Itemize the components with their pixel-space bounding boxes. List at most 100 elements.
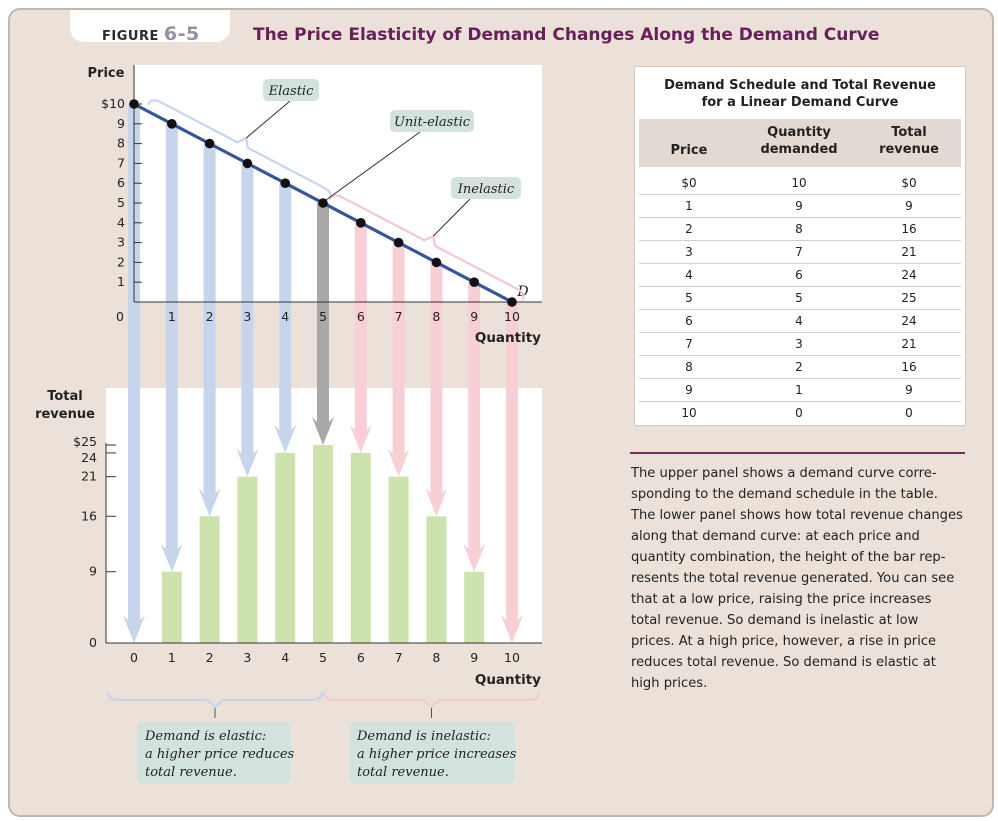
table-cell-price: 3 bbox=[685, 245, 693, 259]
demand-point-1 bbox=[167, 119, 177, 129]
revenue-bar-5 bbox=[313, 445, 333, 643]
revenue-arrowhead-8 bbox=[425, 488, 448, 517]
caption-line: high prices. bbox=[631, 676, 708, 691]
table-title: Demand Schedule and Total Revenue for a … bbox=[635, 77, 965, 111]
revenue-arrowhead-1 bbox=[160, 543, 183, 572]
upper-y-axis-title: Price bbox=[88, 66, 125, 81]
upper-x-tick-label: 6 bbox=[357, 309, 365, 324]
demand-point-3 bbox=[242, 158, 253, 169]
caption-line: The upper panel shows a demand curve cor… bbox=[631, 466, 937, 481]
revenue-arrowhead-4 bbox=[274, 424, 297, 453]
header-quantity-line: Quantity bbox=[767, 125, 831, 140]
inelastic-bracket bbox=[328, 194, 525, 302]
table-cell-quantity: 2 bbox=[795, 360, 803, 374]
table-cell-quantity: 5 bbox=[795, 291, 803, 305]
lower-y-axis-title-line: Total bbox=[47, 389, 83, 404]
caption-line: total revenue. So demand is inelastic at… bbox=[631, 613, 919, 628]
upper-y-tick-label: 2 bbox=[117, 254, 125, 269]
inelastic-note-line: Demand is inelastic: bbox=[356, 729, 491, 744]
upper-y-tick-label: 7 bbox=[117, 155, 125, 170]
caption: The upper panel shows a demand curve cor… bbox=[631, 463, 971, 694]
table-cell-price: 7 bbox=[685, 337, 693, 351]
unit-elastic-callout-text: Unit-elastic bbox=[394, 115, 471, 130]
table-header: Price Quantity demanded Total revenue bbox=[639, 119, 961, 167]
lower-x-tick-label: 3 bbox=[243, 650, 251, 665]
lower-x-tick-label: 1 bbox=[168, 650, 176, 665]
table-row: 2 8 16 bbox=[639, 218, 961, 241]
figure-label: FIGURE 6-5 bbox=[102, 23, 200, 45]
revenue-arrowhead-10 bbox=[501, 615, 523, 643]
lower-x-tick-label: 0 bbox=[130, 650, 138, 665]
revenue-bar-1 bbox=[161, 571, 182, 643]
table-title-line: Demand Schedule and Total Revenue bbox=[664, 78, 936, 93]
elastic-note-line: Demand is elastic: bbox=[144, 729, 266, 744]
lower-y-tick-label: 9 bbox=[89, 564, 97, 579]
table-cell-revenue: 21 bbox=[901, 245, 917, 259]
table-cell-price: 9 bbox=[685, 383, 693, 397]
upper-x-tick-label: 2 bbox=[206, 309, 214, 324]
header-price: Price bbox=[670, 143, 708, 158]
table-cell-price: 6 bbox=[685, 314, 693, 328]
table-row: $0 10 $0 bbox=[639, 172, 961, 195]
revenue-bar-3 bbox=[237, 476, 258, 643]
lower-x-tick-label: 9 bbox=[470, 650, 478, 665]
lower-x-tick-label: 5 bbox=[319, 650, 327, 665]
upper-y-tick-label: 6 bbox=[117, 175, 125, 190]
lower-y-axis-title-line: revenue bbox=[35, 407, 95, 422]
revenue-arrowhead-7 bbox=[387, 448, 410, 477]
table-cell-quantity: 0 bbox=[795, 406, 803, 420]
demand-point-5 bbox=[318, 198, 328, 208]
table-cell-price: 2 bbox=[685, 222, 693, 236]
figure-title: The Price Elasticity of Demand Changes A… bbox=[253, 25, 880, 45]
table-cell-price: 1 bbox=[685, 199, 693, 213]
revenue-arrowhead-2 bbox=[198, 488, 221, 517]
upper-x-tick-label: 7 bbox=[395, 309, 403, 324]
table-cell-revenue: 25 bbox=[901, 291, 917, 305]
inelastic-note-line: total revenue. bbox=[357, 765, 449, 780]
upper-x-tick-label: 0 bbox=[116, 309, 124, 324]
table-cell-quantity: 9 bbox=[795, 199, 803, 213]
lower-x-tick-label: 8 bbox=[432, 650, 440, 665]
table-cell-quantity: 3 bbox=[795, 337, 803, 351]
table-cell-quantity: 10 bbox=[791, 176, 807, 190]
table-cell-quantity: 7 bbox=[795, 245, 803, 259]
demand-point-4 bbox=[280, 178, 291, 188]
lower-x-tick-label: 2 bbox=[206, 650, 214, 665]
lower-y-tick-label: 24 bbox=[81, 450, 97, 465]
demand-point-6 bbox=[356, 218, 366, 228]
table-cell-revenue: 16 bbox=[901, 222, 917, 236]
upper-x-tick-label: 5 bbox=[319, 309, 327, 324]
table-cell-price: 5 bbox=[685, 291, 693, 305]
inelastic-callout-leader bbox=[433, 198, 471, 237]
caption-line: sponding to the demand schedule in the t… bbox=[631, 487, 938, 502]
table-row: 8 2 16 bbox=[639, 356, 961, 379]
demand-point-7 bbox=[393, 237, 404, 248]
upper-y-tick-label: 4 bbox=[117, 215, 125, 230]
caption-line: along that demand curve: at each price a… bbox=[631, 529, 920, 544]
upper-x-tick-label: 10 bbox=[504, 309, 520, 324]
lower-x-tick-label: 4 bbox=[281, 650, 289, 665]
revenue-arrowhead-0 bbox=[123, 615, 145, 643]
lower-y-tick-label: $25 bbox=[73, 434, 97, 449]
table-cell-price: $0 bbox=[681, 176, 697, 190]
figure-label-text: FIGURE bbox=[102, 29, 159, 44]
table-cell-revenue: 24 bbox=[901, 314, 917, 328]
caption-line: The lower panel shows how total revenue … bbox=[631, 508, 963, 523]
table-cell-quantity: 1 bbox=[795, 383, 803, 397]
revenue-arrowhead-6 bbox=[349, 424, 372, 453]
table-cell-quantity: 8 bbox=[795, 222, 803, 236]
revenue-bar-4 bbox=[275, 452, 296, 643]
upper-x-tick-label: 1 bbox=[168, 309, 176, 324]
upper-x-tick-label: 9 bbox=[470, 309, 478, 324]
inelastic-callout-text: Inelastic bbox=[457, 182, 515, 197]
table-body: $0 10 $0 1 9 9 2 8 16 3 7 21 4 6 24 5 5 25 6 4 24 7 3 21 8 2 16 9 1 9… bbox=[639, 172, 961, 424]
revenue-arrowhead-3 bbox=[236, 448, 259, 477]
revenue-bar-2 bbox=[199, 516, 220, 643]
lower-y-tick-label: 16 bbox=[81, 508, 97, 523]
revenue-bar-6 bbox=[350, 452, 371, 643]
upper-y-tick-label: 5 bbox=[117, 195, 125, 210]
upper-y-tick-label: 9 bbox=[117, 116, 125, 131]
upper-y-tick-label: 1 bbox=[117, 274, 125, 289]
inelastic-brace bbox=[322, 691, 541, 709]
